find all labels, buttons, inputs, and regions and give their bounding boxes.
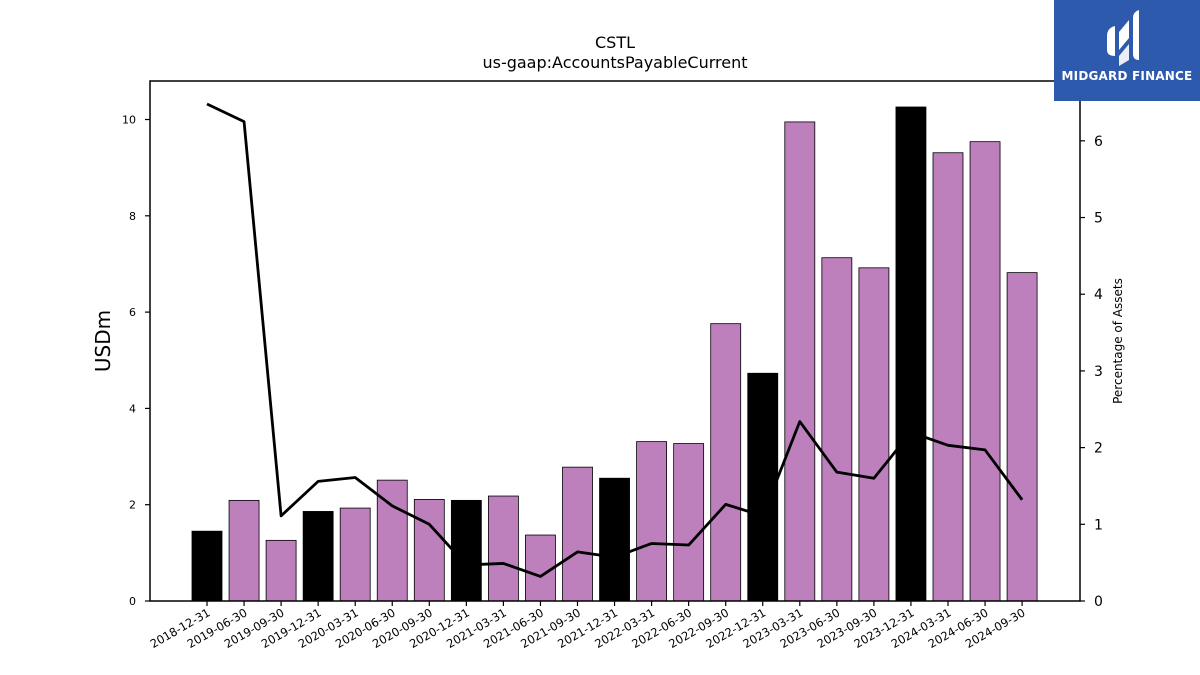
chart-title: CSTL	[595, 33, 635, 52]
y-right-tick-label: 6	[1094, 134, 1103, 150]
bar-2021-03-31	[487, 495, 519, 602]
bar-2022-06-30	[673, 443, 705, 602]
y-tick-label: 4	[129, 402, 136, 415]
y-tick-label: 8	[129, 210, 136, 223]
y-tick-label: 0	[129, 595, 136, 608]
bar-2024-06-30	[969, 141, 1001, 602]
midgard-finance-logo: MIDGARD FINANCE	[1054, 0, 1200, 101]
bar-2019-12-31	[302, 511, 334, 602]
logo-text: MIDGARD FINANCE	[1061, 69, 1193, 83]
bar-2019-06-30	[228, 499, 260, 602]
bar-2018-12-31	[191, 530, 223, 602]
y-right-tick-label: 5	[1094, 211, 1103, 227]
midgard-logo-icon	[1107, 10, 1139, 66]
bar-2020-12-31	[450, 499, 482, 602]
bar-2020-09-30	[413, 499, 445, 602]
bar-2021-09-30	[562, 466, 593, 602]
bar-2023-09-30	[858, 267, 890, 602]
bar-2024-09-30	[1006, 272, 1038, 602]
line-series	[206, 102, 1024, 578]
y-axis-right-label: Percentage of Assets	[1111, 278, 1125, 404]
bar-2019-09-30	[265, 539, 297, 602]
bar-2022-09-30	[710, 323, 742, 602]
bar-2021-06-30	[525, 534, 556, 602]
y-right-tick-label: 4	[1094, 287, 1103, 303]
bar-2022-03-31	[636, 441, 667, 602]
y-right-tick-label: 1	[1094, 517, 1103, 533]
y-right-tick-label: 3	[1094, 364, 1103, 380]
y-tick-label: 2	[129, 499, 136, 512]
y-tick-label: 6	[129, 306, 136, 319]
y-right-tick-label: 2	[1094, 441, 1103, 457]
bar-2020-06-30	[376, 479, 408, 602]
y-right-tick-label: 0	[1094, 594, 1103, 610]
bar-2021-12-31	[599, 477, 630, 602]
percentage-of-assets-line	[206, 102, 1024, 578]
bar-2023-03-31	[784, 121, 816, 602]
bar-2023-06-30	[821, 257, 853, 602]
bar-2024-03-31	[932, 152, 964, 602]
bar-2020-03-31	[339, 507, 371, 602]
y-axis-label: USDm	[91, 310, 115, 372]
bar-2023-12-31	[895, 106, 927, 602]
bar-series	[191, 106, 1038, 602]
chart-subtitle: us-gaap:AccountsPayableCurrent	[482, 53, 747, 72]
y-tick-label: 10	[122, 114, 136, 127]
